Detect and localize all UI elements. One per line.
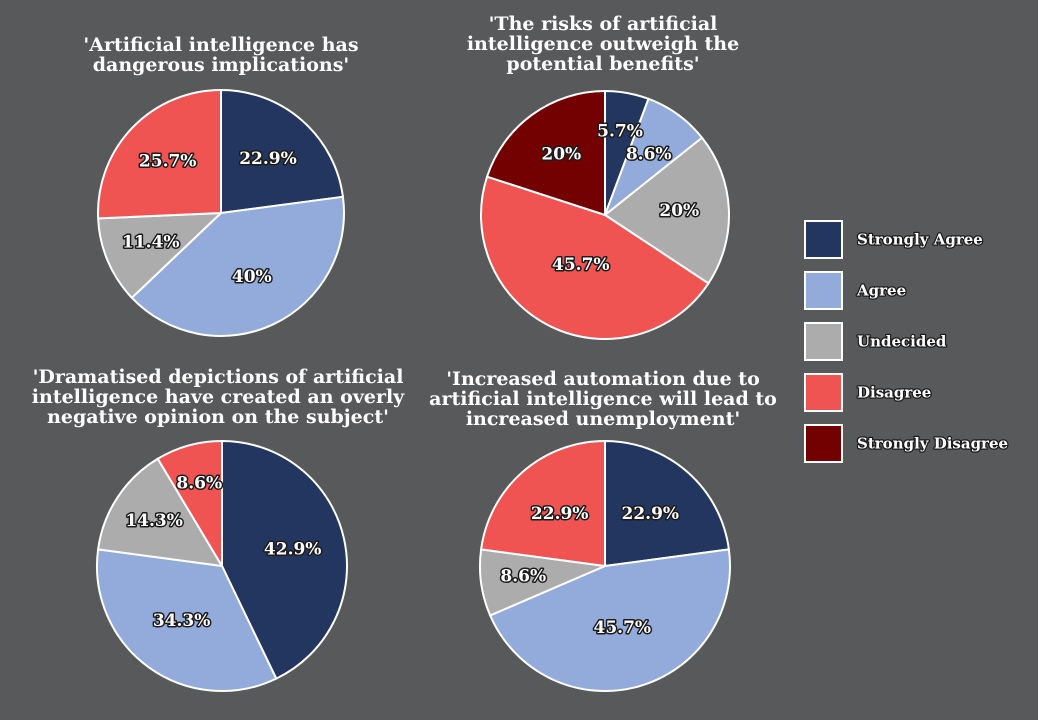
slice-label-agree: 34.3% (153, 611, 211, 631)
chart-title-line: intelligence outweigh the (467, 33, 739, 55)
slice-label-strongly-agree: 5.7% (597, 122, 643, 142)
slice-label-undecided: 14.3% (125, 511, 183, 531)
chart-title-line: 'Increased automation due to (446, 368, 760, 390)
slice-label-undecided: 20% (659, 201, 699, 221)
chart-title-line: 'Dramatised depictions of artificial (33, 366, 404, 388)
pie-slice-disagree (156, 440, 223, 567)
slice-label-agree: 40% (232, 267, 272, 287)
slice-label-agree: 8.6% (626, 144, 672, 164)
pie-slice-disagree (480, 440, 606, 567)
slice-label-undecided: 11.4% (122, 232, 180, 252)
chart-title-3: 'Dramatised depictions of artificial inte… (32, 366, 405, 428)
chart-title-line: increased unemployment' (466, 408, 740, 430)
legend-swatch-disagree (804, 373, 843, 412)
slice-label-strongly-agree: 22.9% (239, 149, 297, 169)
pie-chart-4: 'Increased automation due to artificial i… (429, 368, 777, 693)
chart-title-line: 'Artificial intelligence has (83, 34, 358, 56)
legend-label-disagree: Disagree (857, 384, 931, 402)
pie-chart-3: 'Dramatised depictions of artificial inte… (32, 366, 405, 692)
slice-label-disagree: 22.9% (531, 504, 589, 524)
legend-swatch-strongly-agree (804, 220, 843, 259)
legend-label-strongly-disagree: Strongly Disagree (857, 435, 1008, 453)
slice-label-disagree: 25.7% (139, 152, 197, 172)
pie-slice-strongly-disagree (486, 90, 606, 216)
legend-swatch-agree (804, 271, 843, 310)
slice-label-disagree: 8.6% (176, 474, 222, 494)
chart-title-line: dangerous implications' (93, 54, 350, 76)
chart-title-line: 'The risks of artificial (489, 13, 718, 35)
slice-label-strongly-agree: 42.9% (264, 539, 322, 559)
chart-title-line: potential benefits' (506, 53, 699, 75)
chart-title-4: 'Increased automation due to artificial i… (429, 368, 777, 430)
pie-slice-strongly-agree (221, 440, 348, 680)
chart-title-line: intelligence have created an overly (32, 386, 405, 408)
legend-label-strongly-agree: Strongly Agree (857, 231, 983, 249)
pie-slice-disagree (97, 89, 222, 220)
chart-title-line: artificial intelligence will lead to (429, 388, 777, 410)
pie-chart-2: 'The risks of artificial intelligence out… (467, 13, 739, 340)
pie-slice-agree (489, 548, 731, 693)
pie-slice-strongly-agree (604, 440, 730, 567)
chart-title-2: 'The risks of artificial intelligence out… (467, 13, 739, 75)
pie-slice-agree (96, 548, 278, 692)
slice-label-strongly-agree: 22.9% (622, 504, 680, 524)
pie-slice-undecided (604, 136, 731, 285)
chart-title-1: 'Artificial intelligence has dangerous im… (83, 34, 358, 76)
chart-title-line: negative opinion on the subject' (47, 406, 389, 428)
legend-swatch-strongly-disagree (804, 424, 843, 463)
slice-label-agree: 45.7% (594, 618, 652, 638)
legend-label-undecided: Undecided (857, 333, 947, 351)
slice-label-disagree: 45.7% (552, 255, 610, 275)
slice-label-undecided: 8.6% (500, 567, 546, 587)
legend-swatch-undecided (804, 322, 843, 361)
pie-slice-undecided (97, 212, 222, 299)
legend-label-agree: Agree (856, 282, 906, 300)
pie-slice-agree (130, 195, 345, 337)
pie-slice-disagree (480, 175, 710, 340)
pie-slice-undecided (97, 457, 223, 567)
pie-chart-1: 'Artificial intelligence has dangerous im… (83, 34, 359, 337)
legend: Strongly Agree Agree Undecided Disagree Stro… (804, 220, 1009, 463)
pie-slice-strongly-agree (220, 89, 344, 214)
slice-label-strongly-disagree: 20% (541, 144, 581, 164)
